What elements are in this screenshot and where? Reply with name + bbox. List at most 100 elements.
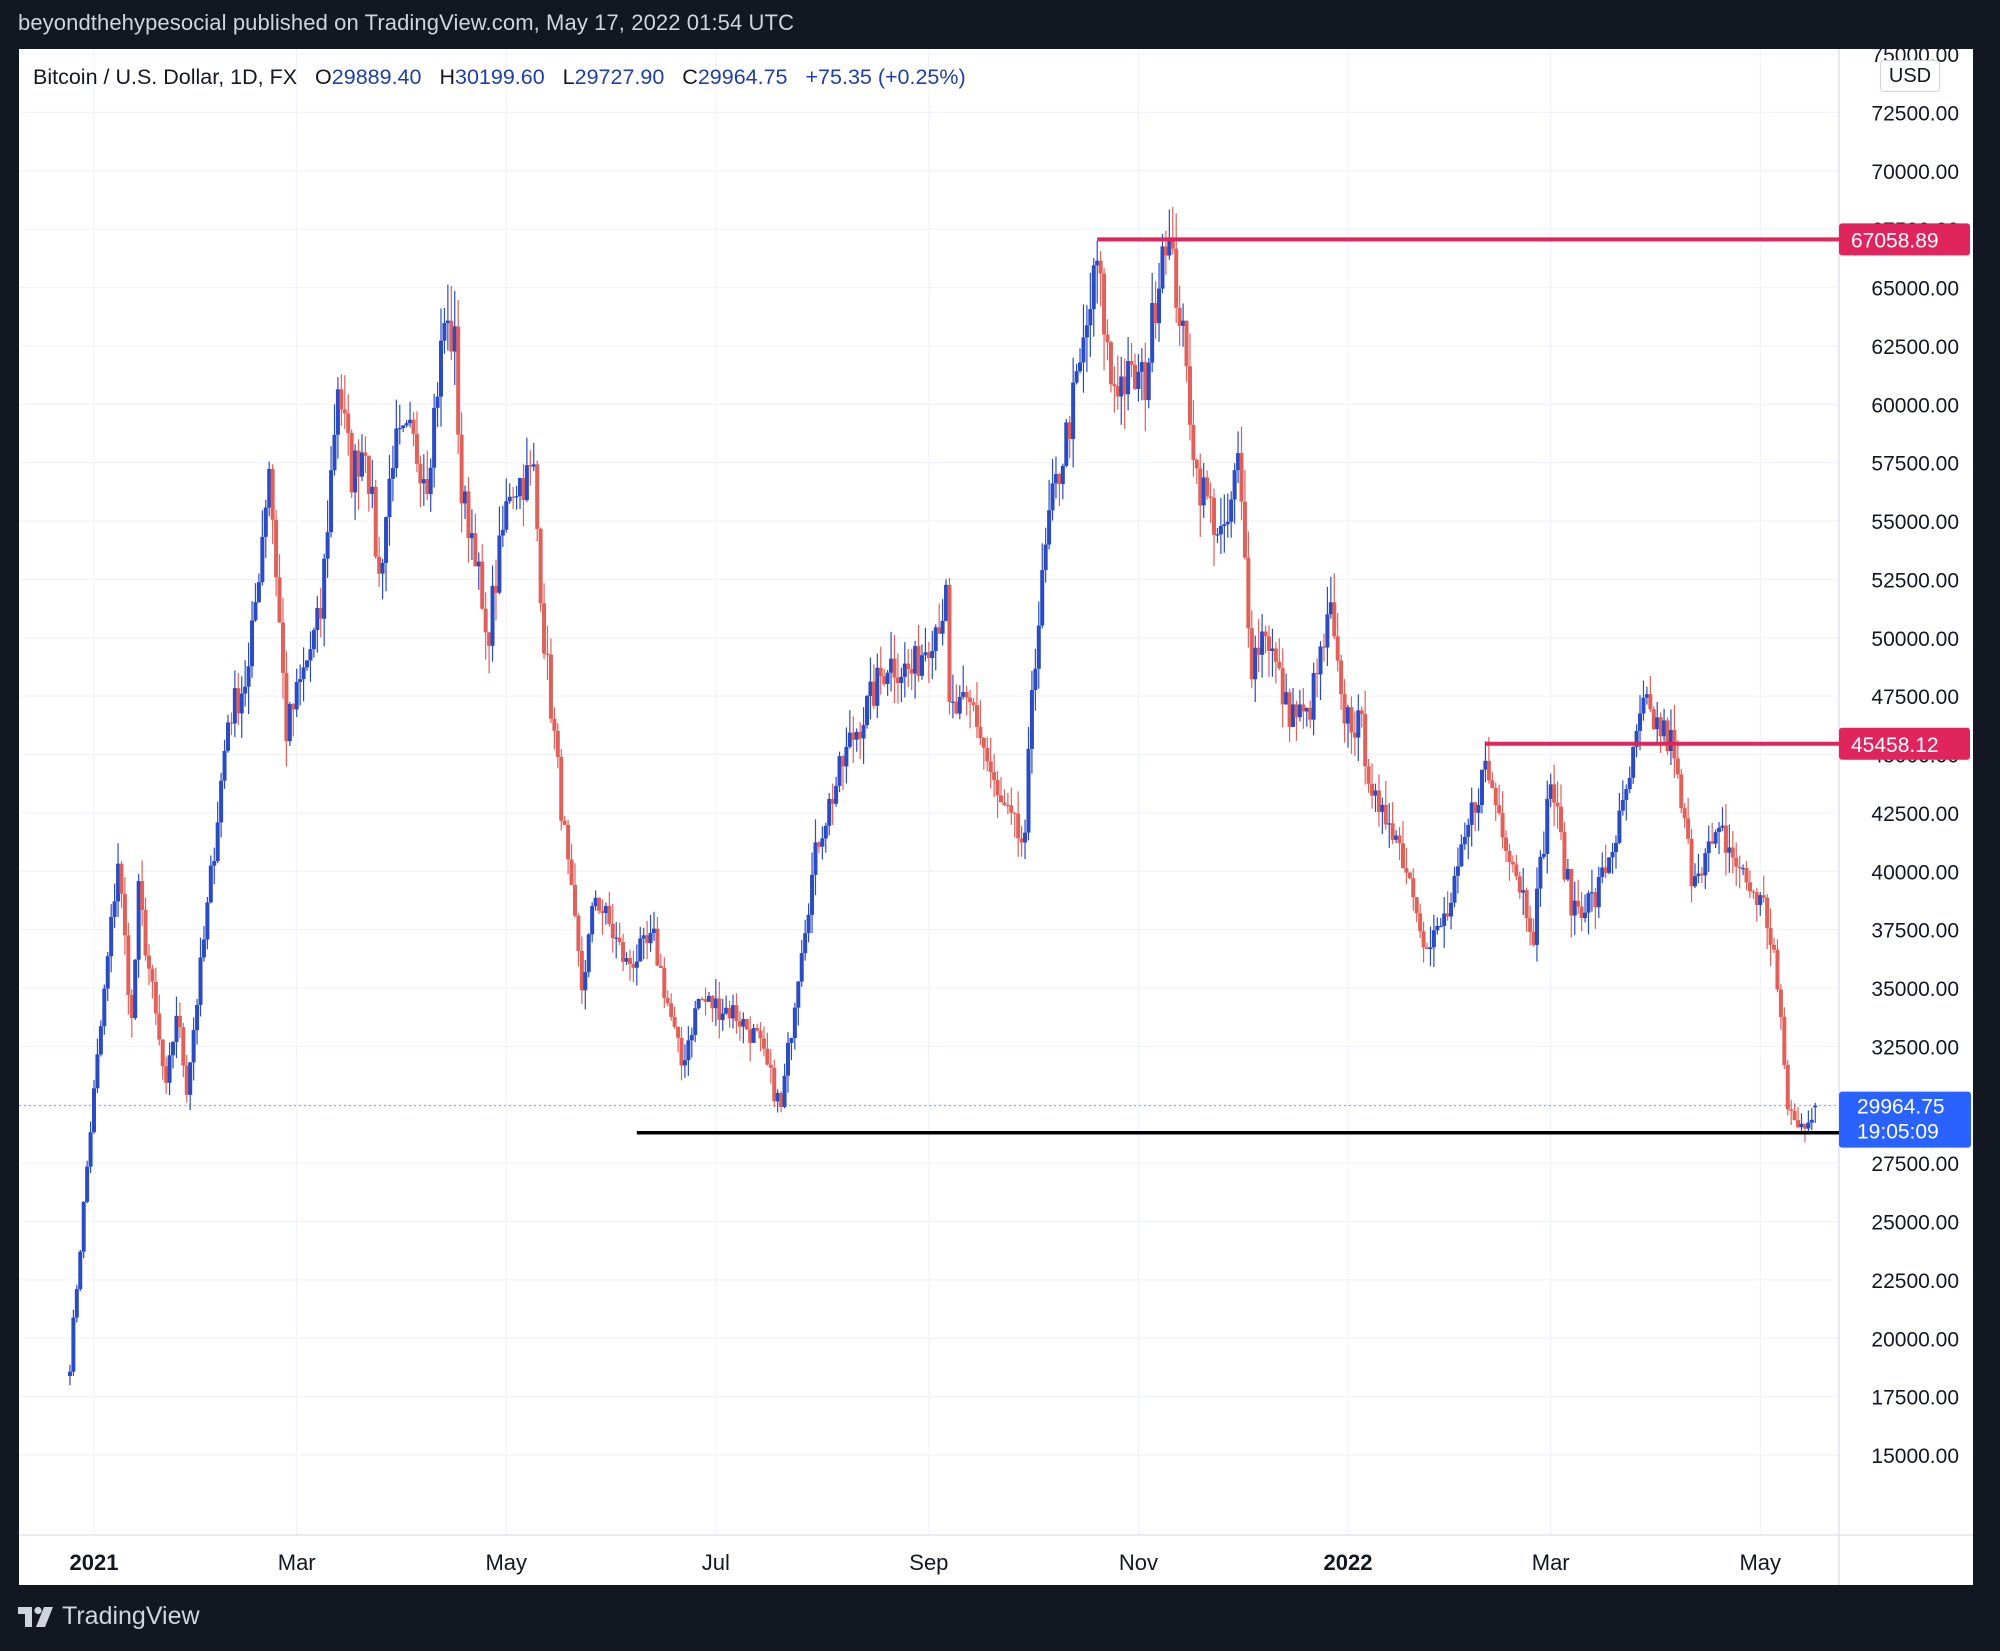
candle-body bbox=[1778, 989, 1783, 1017]
candle-body bbox=[1517, 876, 1522, 893]
candle-body bbox=[1668, 729, 1673, 752]
candle-body bbox=[105, 956, 110, 989]
currency-badge[interactable]: USD bbox=[1880, 60, 1940, 92]
candle-body bbox=[1562, 832, 1567, 880]
candle-body bbox=[212, 861, 217, 866]
candle-body bbox=[1504, 837, 1509, 851]
candle-body bbox=[1253, 647, 1258, 680]
candle-body bbox=[294, 682, 299, 710]
candle-body bbox=[775, 1092, 780, 1102]
candle-body bbox=[1589, 892, 1594, 894]
candle-body bbox=[1352, 732, 1357, 738]
symbol-label[interactable]: Bitcoin / U.S. Dollar, 1D, FX bbox=[33, 65, 298, 89]
candle-body bbox=[78, 1251, 83, 1290]
candle-body bbox=[868, 681, 873, 696]
candle-body bbox=[95, 1054, 100, 1089]
candle-body bbox=[792, 1007, 797, 1038]
candle-body bbox=[974, 705, 979, 727]
candle-body bbox=[1084, 325, 1089, 338]
candle-body bbox=[414, 433, 419, 464]
candle-body bbox=[1115, 386, 1120, 397]
candle-body bbox=[1146, 362, 1151, 401]
candle-body bbox=[895, 677, 900, 683]
candle-body bbox=[1428, 947, 1433, 950]
candle-body bbox=[1088, 309, 1093, 326]
candle-body bbox=[1713, 832, 1718, 844]
candle-body bbox=[270, 468, 275, 520]
candle-body bbox=[1620, 800, 1625, 811]
candle-body bbox=[1785, 1065, 1790, 1110]
candle-body bbox=[875, 667, 880, 706]
bar-countdown: 19:05:09 bbox=[1857, 1121, 1939, 1144]
candle-body bbox=[545, 653, 550, 655]
candle-body bbox=[913, 646, 918, 674]
chart-panel[interactable]: 75000.0072500.0070000.0067500.0065000.00… bbox=[19, 49, 1973, 1585]
candle-body bbox=[1445, 913, 1450, 917]
candle-body bbox=[926, 652, 931, 659]
candle-body bbox=[1799, 1123, 1804, 1128]
candle-body bbox=[1768, 928, 1773, 945]
candle-body bbox=[359, 452, 364, 477]
candle-body bbox=[1023, 832, 1028, 843]
candle-body bbox=[957, 696, 962, 714]
candle-body bbox=[1435, 925, 1440, 931]
candle-body bbox=[1335, 636, 1340, 661]
candle-body bbox=[219, 780, 224, 823]
candle-body bbox=[112, 901, 117, 917]
candle-body bbox=[576, 915, 581, 951]
candle-body bbox=[1390, 823, 1395, 840]
candle-body bbox=[291, 704, 296, 710]
candle-body bbox=[1603, 867, 1608, 873]
candle-body bbox=[500, 529, 505, 536]
candle-body bbox=[930, 651, 935, 659]
candle-body bbox=[397, 427, 402, 430]
price-tick-label: 62500.00 bbox=[1871, 336, 1959, 359]
candle-body bbox=[1047, 510, 1052, 545]
candle-body bbox=[944, 584, 949, 621]
low-value: 29727.90 bbox=[574, 65, 665, 89]
candle-body bbox=[260, 536, 265, 583]
candle-body bbox=[184, 1065, 189, 1095]
candle-body bbox=[342, 409, 347, 414]
candle-body bbox=[731, 1005, 736, 1019]
candle-body bbox=[1270, 648, 1275, 651]
candle-body bbox=[198, 957, 203, 1005]
candle-body bbox=[861, 725, 866, 739]
candle-body bbox=[1627, 777, 1632, 790]
candle-body bbox=[1552, 784, 1557, 803]
candle-body bbox=[1153, 303, 1158, 324]
candle-body bbox=[1710, 841, 1715, 844]
candle-body bbox=[1225, 521, 1230, 525]
candle-body bbox=[899, 676, 904, 683]
candle-body bbox=[1239, 453, 1244, 502]
candle-body bbox=[1775, 949, 1780, 990]
candle-body bbox=[569, 859, 574, 885]
candle-body bbox=[92, 1088, 96, 1133]
footer-brand[interactable]: TradingView bbox=[18, 1602, 200, 1631]
candle-body bbox=[803, 933, 808, 954]
candle-body bbox=[1658, 717, 1663, 737]
candle-body bbox=[1215, 534, 1220, 536]
candle-body bbox=[1679, 774, 1684, 809]
candlestick-chart[interactable]: 75000.0072500.0070000.0067500.0065000.00… bbox=[19, 49, 1973, 1585]
candle-body bbox=[638, 938, 643, 962]
time-tick-label: Sep bbox=[909, 1550, 948, 1575]
candle-body bbox=[1311, 673, 1316, 720]
candle-body bbox=[1002, 802, 1007, 805]
candle-body bbox=[1789, 1109, 1794, 1111]
price-tick-label: 15000.00 bbox=[1871, 1445, 1959, 1468]
candle-body bbox=[1280, 668, 1285, 705]
candle-body bbox=[837, 756, 842, 786]
candle-body bbox=[1308, 707, 1313, 720]
candle-body bbox=[116, 863, 121, 902]
candle-body bbox=[806, 914, 811, 934]
candle-body bbox=[1315, 673, 1320, 675]
ohlc-legend: Bitcoin / U.S. Dollar, 1D, FX O29889.40 … bbox=[33, 65, 966, 90]
candle-body bbox=[1359, 710, 1364, 715]
candle-body bbox=[411, 419, 416, 434]
candle-body bbox=[1074, 371, 1079, 383]
candle-body bbox=[1411, 878, 1416, 898]
candle-body bbox=[308, 649, 313, 661]
time-tick-label: Mar bbox=[1532, 1550, 1570, 1575]
candle-body bbox=[586, 934, 591, 973]
